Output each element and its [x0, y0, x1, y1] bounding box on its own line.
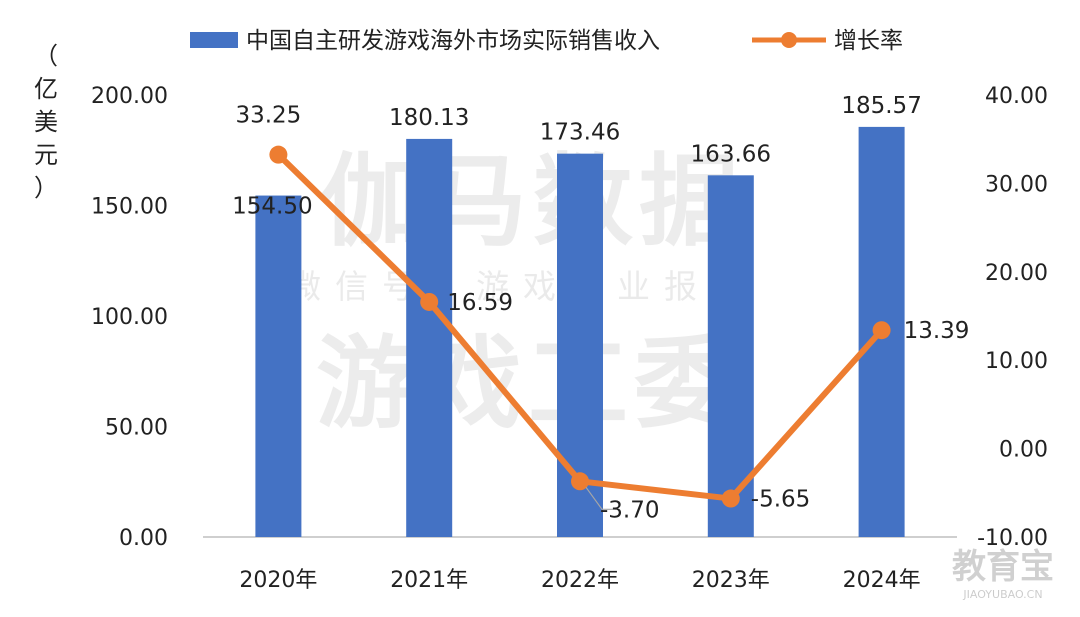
growth-marker [872, 321, 891, 340]
growth-marker [420, 292, 439, 311]
left-axis-ticks: 0.00 50.00 100.00 150.00 200.00 [91, 84, 168, 551]
bar-data-label: 180.13 [389, 105, 469, 131]
left-axis-label-char: 美 [34, 108, 58, 136]
left-tick-label: 0.00 [119, 526, 168, 551]
watermark: 伽马数据 微信号：游戏产业报告 游戏工委 [288, 143, 758, 442]
legend-line-marker [781, 32, 797, 48]
line-data-label: -3.70 [600, 497, 660, 523]
right-tick-label: 0.00 [999, 438, 1048, 463]
legend-bar-swatch [190, 32, 238, 48]
bar-data-label: 163.66 [691, 141, 771, 167]
line-data-label: 33.25 [235, 103, 301, 129]
legend-bar-label: 中国自主研发游戏海外市场实际销售收入 [246, 28, 660, 54]
x-tick-label: 2023年 [692, 568, 770, 593]
x-tick-label: 2021年 [390, 568, 468, 593]
left-axis-label-char: 元 [34, 141, 58, 169]
right-axis-ticks: -10.00 0.00 10.00 20.00 30.00 40.00 [977, 84, 1048, 551]
line-data-labels: 33.25 16.59 -3.70 -5.65 13.39 [235, 103, 969, 524]
logo-text: 教育宝 [952, 547, 1054, 587]
line-data-label: 16.59 [447, 290, 513, 316]
corner-logo: 教育宝 JIAOYUBAO.CN [952, 547, 1054, 601]
growth-marker [571, 472, 589, 491]
bar-data-labels: 154.50 180.13 173.46 163.66 185.57 [232, 93, 922, 220]
bar-data-label: 185.57 [841, 93, 921, 119]
logo-subtext: JIAOYUBAO.CN [962, 588, 1042, 601]
left-tick-label: 50.00 [105, 416, 168, 441]
watermark-line-2: 微信号：游戏产业报告 [288, 267, 758, 306]
x-tick-label: 2024年 [843, 568, 921, 593]
right-tick-label: 40.00 [985, 84, 1048, 109]
left-axis-label-char: （ [34, 42, 58, 70]
bar [406, 138, 453, 537]
left-axis-label-char: 亿 [34, 75, 58, 103]
left-axis-label: （ 亿美元 ） [34, 42, 58, 202]
left-tick-label: 100.00 [91, 305, 168, 330]
label-leader-line [585, 486, 616, 510]
growth-marker [721, 489, 740, 508]
bar-data-label: 173.46 [540, 120, 620, 146]
x-axis-ticks: 2020年 2021年 2022年 2023年 2024年 [239, 568, 920, 593]
watermark-line-1: 伽马数据 [321, 143, 745, 260]
left-axis-label-char: ） [34, 174, 58, 202]
growth-marker [269, 145, 288, 164]
left-tick-label: 150.00 [91, 195, 168, 220]
right-tick-label: 30.00 [985, 172, 1048, 197]
x-tick-label: 2022年 [541, 568, 619, 593]
line-series [269, 145, 891, 508]
bar [255, 195, 302, 537]
legend-line-label: 增长率 [834, 28, 903, 54]
line-data-label: 13.39 [904, 318, 970, 344]
line-data-label: -5.65 [751, 487, 811, 513]
watermark-line-3: 游戏工委 [316, 325, 740, 442]
legend: 中国自主研发游戏海外市场实际销售收入 增长率 [190, 28, 903, 54]
bar-data-label: 154.50 [232, 194, 312, 220]
left-tick-label: 200.00 [91, 84, 168, 109]
bar [707, 175, 754, 537]
right-tick-label: 20.00 [985, 261, 1048, 286]
right-tick-label: 10.00 [985, 349, 1048, 374]
right-tick-label: -10.00 [977, 526, 1048, 551]
x-tick-label: 2020年 [239, 568, 317, 593]
